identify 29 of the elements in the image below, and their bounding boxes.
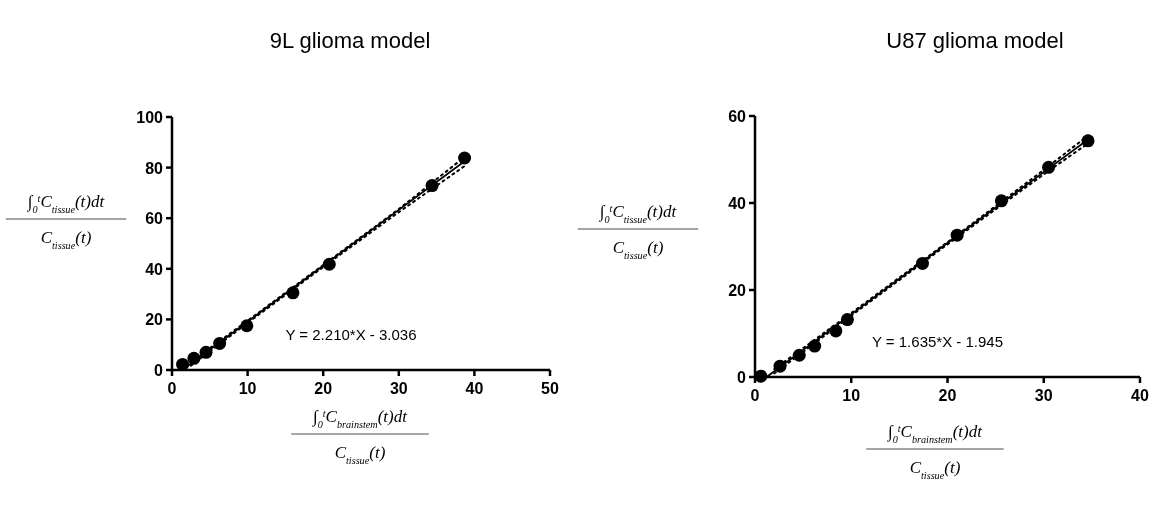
y-tick-label: 60 <box>728 108 747 125</box>
y-tick-label: 0 <box>737 369 747 386</box>
x-tick-label: 40 <box>1131 387 1149 404</box>
text: ∫$_{0}$$^{t}$C$_{brainstem}$(t)dt C$_{tissue}$(t) <box>313 407 407 466</box>
y-tick-label: 60 <box>145 210 164 228</box>
text: ∫$_{0}$$^{t}$C$_{brainstem}$(t)dt C$_{tissue}$(t) <box>888 422 982 481</box>
annotation: Y = 2.210*X - 3.036 <box>285 326 417 343</box>
y-tick-label: 40 <box>728 195 747 212</box>
y-tick-label: 20 <box>728 282 747 299</box>
x-tick-label: 30 <box>389 380 408 397</box>
x-tick-label: 40 <box>465 380 484 397</box>
y-tick-label: 40 <box>145 260 164 278</box>
x-tick-label: 10 <box>238 380 257 397</box>
x-tick-label: 20 <box>938 387 957 404</box>
text: ∫$_{0}$$^{t}$C$_{tissue}$(t)dt C$_{tissue}$(t) <box>27 192 105 251</box>
chart-title: 9L glioma model <box>269 28 431 53</box>
x-tick-label: 10 <box>842 387 861 404</box>
x-tick-label: 50 <box>541 380 559 397</box>
y-tick-label: 0 <box>154 362 164 379</box>
y-tick-label: 20 <box>145 311 164 329</box>
x-tick-label: 0 <box>750 387 760 404</box>
annotation: Y = 1.635*X - 1.945 <box>871 333 1004 350</box>
x-tick-label: 0 <box>167 380 177 397</box>
x-tick-label: 20 <box>314 380 333 397</box>
x-tick-label: 30 <box>1034 387 1053 404</box>
chart-title: U87 glioma model <box>886 28 1064 53</box>
y-tick-label: 80 <box>145 159 164 177</box>
y-tick-label: 100 <box>136 109 164 126</box>
text: ∫$_{0}$$^{t}$C$_{tissue}$(t)dt C$_{tissue}$(t) <box>599 202 677 261</box>
